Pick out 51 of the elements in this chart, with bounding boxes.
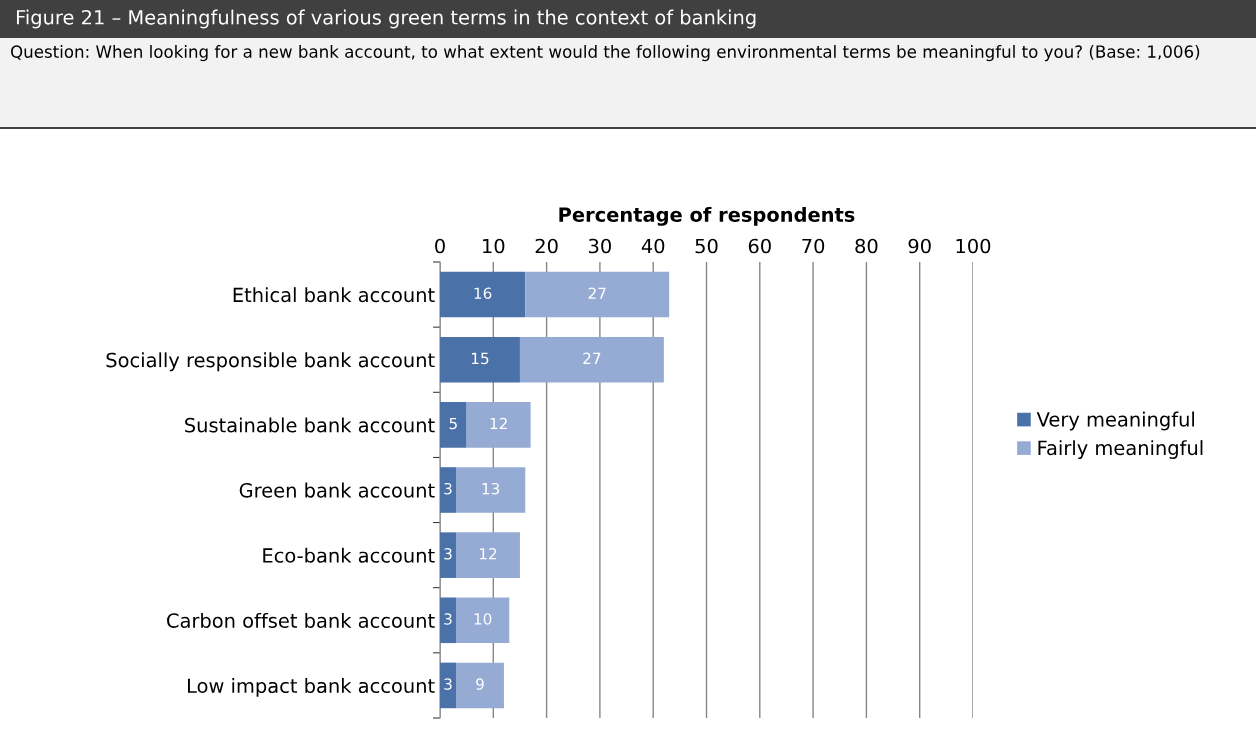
bar xyxy=(455,467,526,513)
bar xyxy=(440,662,456,709)
data-label: 15 xyxy=(471,352,489,365)
x-tick-label: 40 xyxy=(641,238,665,254)
x-tick-label: 70 xyxy=(802,238,825,254)
data-label: 10 xyxy=(474,613,492,625)
data-label: 16 xyxy=(474,287,492,299)
legend-label: Fairly meaningful xyxy=(1038,440,1203,459)
data-label: 3 xyxy=(444,678,452,690)
bar xyxy=(455,662,504,709)
bar xyxy=(466,402,531,448)
x-tick-label: 80 xyxy=(855,238,878,254)
bar xyxy=(440,271,526,318)
bar xyxy=(440,336,520,383)
legend-label: Very meaningful xyxy=(1036,411,1194,431)
bar xyxy=(525,271,670,318)
y-tick-label: Green bank account xyxy=(239,482,435,498)
y-tick-label: Carbon offset bank account xyxy=(167,612,435,628)
data-label: 27 xyxy=(583,352,601,364)
x-tick-label: 100 xyxy=(956,238,991,254)
bar xyxy=(455,597,510,644)
data-label: 9 xyxy=(476,678,484,690)
y-tick-label: Socially responsible bank account xyxy=(106,352,435,372)
bar xyxy=(455,532,520,578)
x-tick-label: 20 xyxy=(535,238,558,254)
data-label: 5 xyxy=(449,417,457,430)
y-tick-label: Low impact bank account xyxy=(187,678,435,697)
data-label: 13 xyxy=(482,482,500,495)
y-tick-label: Sustainable bank account xyxy=(185,417,435,433)
x-tick-label: 60 xyxy=(748,238,771,254)
bar xyxy=(440,467,456,513)
x-tick-label: 30 xyxy=(589,238,611,254)
data-label: 3 xyxy=(444,482,452,495)
x-axis-title: Percentage of respondents xyxy=(559,206,855,226)
y-tick-label: Eco-bank account xyxy=(263,547,435,563)
x-tick-label: 10 xyxy=(483,238,505,254)
bar xyxy=(519,336,664,383)
data-label: 3 xyxy=(444,613,452,625)
data-label: 12 xyxy=(479,548,497,560)
chart-title: Figure 21 – Meaningfulness of various green terms in the context of banking xyxy=(16,9,756,29)
bar xyxy=(440,532,456,578)
data-label: 12 xyxy=(490,417,507,430)
bar xyxy=(440,402,467,448)
chart-subtitle: Question: When looking for a new bank account, to what extent would the following environmental terms be meaningful to you? (Base: 1,006) xyxy=(10,45,1200,62)
x-tick-label: 50 xyxy=(695,238,718,254)
y-tick-label: Ethical bank account xyxy=(233,287,435,303)
x-tick-label: 0 xyxy=(435,238,445,254)
data-label: 27 xyxy=(588,287,606,299)
x-tick-label: 90 xyxy=(908,238,931,254)
bar xyxy=(440,597,456,644)
data-label: 3 xyxy=(444,548,452,560)
